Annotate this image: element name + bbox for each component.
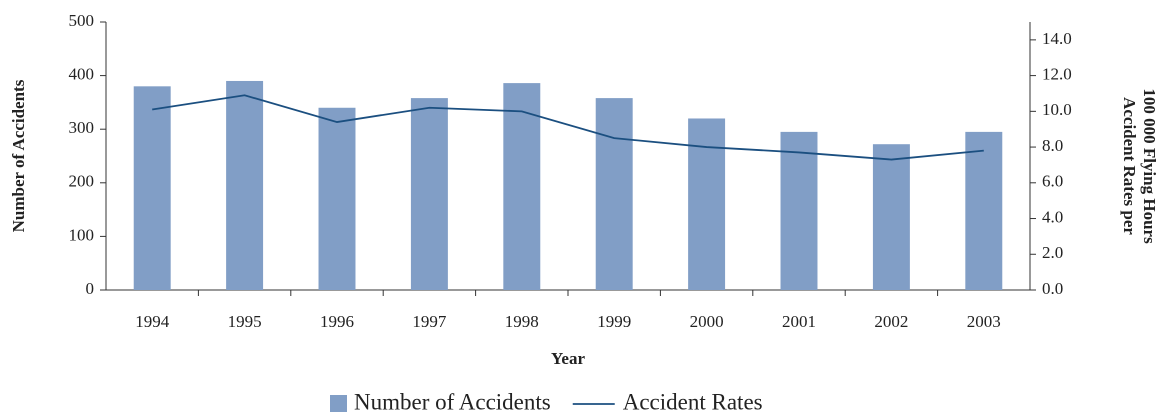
bar — [595, 98, 633, 290]
y2-tick-label: 0.0 — [1042, 279, 1063, 298]
x-tick-label: 1996 — [320, 312, 354, 331]
y-tick-label: 200 — [69, 172, 95, 191]
y-tick-label: 0 — [86, 279, 95, 298]
y2-tick-label: 4.0 — [1042, 207, 1063, 226]
y2-axis-title-line: 100 000 Flying Hours — [1140, 88, 1159, 244]
x-axis-title: Year — [551, 349, 585, 368]
legend-label: Number of Accidents — [354, 389, 551, 414]
bar — [133, 86, 171, 290]
y2-axis-title-line: Accident Rates per — [1120, 97, 1139, 235]
y-tick-label: 300 — [69, 118, 95, 137]
y2-tick-label: 10.0 — [1042, 100, 1072, 119]
x-tick-label: 1997 — [412, 312, 447, 331]
x-tick-label: 1999 — [597, 312, 631, 331]
y2-tick-label: 8.0 — [1042, 136, 1063, 155]
x-tick-label: 2002 — [874, 312, 908, 331]
bar — [780, 131, 818, 290]
y2-tick-label: 6.0 — [1042, 172, 1063, 191]
y-tick-label: 400 — [69, 65, 95, 84]
y2-tick-label: 2.0 — [1042, 243, 1063, 262]
legend-swatch — [330, 395, 347, 412]
y-axis-title: Number of Accidents — [9, 79, 28, 232]
x-tick-label: 2000 — [690, 312, 724, 331]
y2-tick-label: 12.0 — [1042, 65, 1072, 84]
bar — [872, 144, 910, 290]
x-tick-label: 1994 — [135, 312, 170, 331]
x-tick-label: 2003 — [967, 312, 1001, 331]
bar — [965, 131, 1003, 290]
line — [152, 94, 984, 161]
x-tick-label: 1995 — [228, 312, 262, 331]
bar — [226, 80, 264, 291]
x-tick-label: 1998 — [505, 312, 539, 331]
y-tick-label: 100 — [69, 225, 95, 244]
x-tick-label: 2001 — [782, 312, 816, 331]
y2-tick-label: 14.0 — [1042, 29, 1072, 48]
bar — [503, 83, 541, 290]
bar — [318, 107, 356, 290]
y-tick-label: 500 — [69, 11, 95, 30]
bar — [688, 118, 726, 290]
legend-label: Accident Rates — [623, 389, 763, 414]
bar — [410, 98, 448, 290]
